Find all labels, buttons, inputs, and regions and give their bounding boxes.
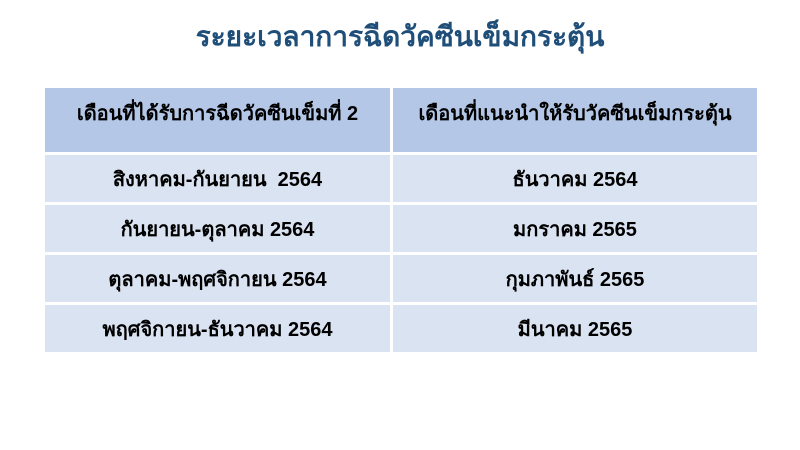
- table-cell-row2-booster: มกราคม 2565: [393, 205, 757, 252]
- table-cell-row3-second-dose: ตุลาคม-พฤศจิกายน 2564: [45, 255, 390, 302]
- table-cell-row4-booster: มีนาคม 2565: [393, 305, 757, 352]
- column-header-second-dose-month: เดือนที่ได้รับการฉีดวัคซีนเข็มที่ 2: [45, 88, 390, 152]
- table-cell-row2-second-dose: กันยายน-ตุลาคม 2564: [45, 205, 390, 252]
- column-header-booster-month: เดือนที่แนะนำให้รับวัคซีนเข็มกระตุ้น: [393, 88, 757, 152]
- booster-schedule-table: เดือนที่ได้รับการฉีดวัคซีนเข็มที่ 2 เดือ…: [45, 88, 757, 352]
- table-cell-row3-booster: กุมภาพันธ์ 2565: [393, 255, 757, 302]
- page-title: ระยะเวลาการฉีดวัคซีนเข็มกระตุ้น: [195, 21, 605, 52]
- table-cell-row1-booster: ธันวาคม 2564: [393, 155, 757, 202]
- table-cell-row4-second-dose: พฤศจิกายน-ธันวาคม 2564: [45, 305, 390, 352]
- table-cell-row1-second-dose: สิงหาคม-กันยายน 2564: [45, 155, 390, 202]
